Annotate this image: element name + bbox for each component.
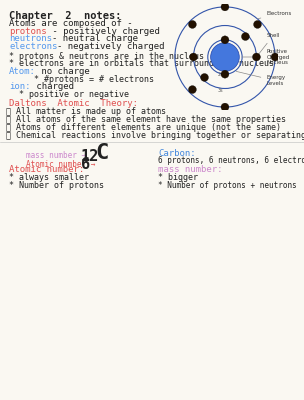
Text: ⒪ Atoms of different elements are unique (not the same): ⒪ Atoms of different elements are unique…: [6, 123, 281, 132]
Circle shape: [221, 103, 229, 111]
Text: Energy
Levels: Energy Levels: [236, 71, 285, 86]
Text: no charge: no charge: [36, 67, 90, 76]
Text: - negatively charged: - negatively charged: [57, 42, 165, 51]
Text: * electrons are in orbitals that surround the nucleus: * electrons are in orbitals that surroun…: [9, 59, 274, 68]
Circle shape: [271, 53, 279, 61]
Text: 6 protons, 6 neutrons, 6 electrons: 6 protons, 6 neutrons, 6 electrons: [158, 156, 304, 165]
Text: mass number:: mass number:: [158, 165, 223, 174]
Text: 6: 6: [81, 157, 90, 172]
Text: * positive or negative: * positive or negative: [9, 90, 129, 99]
Text: C: C: [96, 143, 109, 163]
Circle shape: [188, 20, 196, 28]
Circle shape: [188, 86, 196, 94]
Text: Carbon:: Carbon:: [158, 149, 196, 158]
Circle shape: [252, 53, 261, 61]
Text: 12: 12: [81, 149, 99, 164]
Text: * always smaller: * always smaller: [9, 173, 89, 182]
Text: ⒪ All atoms of the same element have the same properties: ⒪ All atoms of the same element have the…: [6, 115, 286, 124]
Text: Atomic number →: Atomic number →: [26, 160, 95, 169]
Text: ion:: ion:: [9, 82, 31, 91]
Text: protons: protons: [9, 27, 47, 36]
Text: mass number →: mass number →: [26, 151, 86, 160]
Circle shape: [211, 43, 239, 71]
Text: * bigger: * bigger: [158, 173, 198, 182]
Circle shape: [201, 74, 209, 82]
Text: - neutral charge: - neutral charge: [52, 34, 138, 43]
Text: * #protons = # electrons: * #protons = # electrons: [9, 75, 154, 84]
Text: Daltons  Atomic  Theory:: Daltons Atomic Theory:: [9, 99, 138, 108]
Text: * Number of protons + neutrons: * Number of protons + neutrons: [158, 181, 297, 190]
Circle shape: [221, 3, 229, 11]
Text: Chapter  2  notes:: Chapter 2 notes:: [9, 11, 122, 21]
Text: 1s: 1s: [218, 62, 223, 66]
Text: * Number of protons: * Number of protons: [9, 181, 104, 190]
Text: Positive
Charged
Nucleus: Positive Charged Nucleus: [242, 49, 289, 65]
Text: 3s: 3s: [218, 88, 223, 93]
Text: Shell: Shell: [258, 33, 280, 55]
Text: * protons & neutrons are in the nucleus: * protons & neutrons are in the nucleus: [9, 52, 204, 61]
Text: - positively charged: - positively charged: [47, 27, 160, 36]
Text: 2s: 2s: [218, 72, 223, 77]
Circle shape: [241, 32, 249, 40]
Text: neutrons: neutrons: [9, 34, 52, 43]
Text: electrons: electrons: [9, 42, 57, 51]
Circle shape: [254, 20, 261, 28]
Circle shape: [221, 70, 229, 78]
Text: Atoms are composed of -: Atoms are composed of -: [9, 19, 133, 28]
Text: Atom:: Atom:: [9, 67, 36, 76]
Circle shape: [221, 36, 229, 44]
Text: ⒪ All matter is made up of atoms: ⒪ All matter is made up of atoms: [6, 107, 166, 116]
Circle shape: [189, 53, 198, 61]
Text: Electrons: Electrons: [258, 11, 292, 19]
Text: Atomic number:: Atomic number:: [9, 165, 85, 174]
Text: charged: charged: [31, 82, 74, 91]
Text: ⒪ Chemical reactions involve bringing together or separating atoms: ⒪ Chemical reactions involve bringing to…: [6, 131, 304, 140]
